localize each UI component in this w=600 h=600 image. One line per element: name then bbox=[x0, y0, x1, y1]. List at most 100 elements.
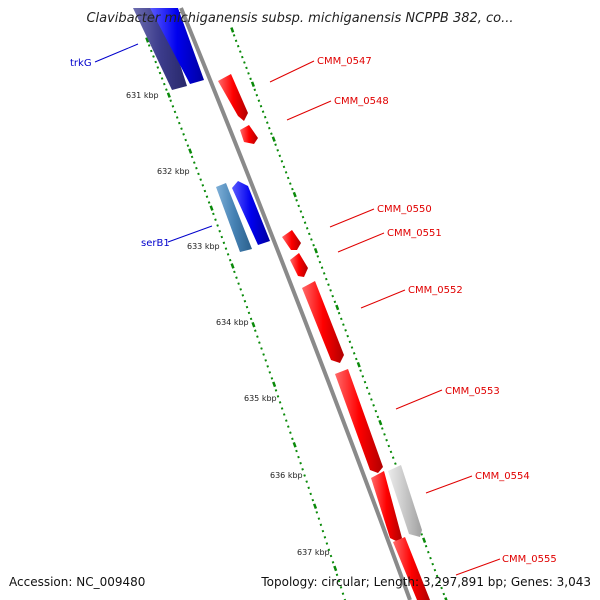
gene-label-trkG[interactable]: trkG bbox=[70, 58, 92, 69]
tick-dot bbox=[243, 299, 247, 303]
gene-label-CMM_0551[interactable]: CMM_0551 bbox=[387, 228, 442, 239]
tick-dot bbox=[320, 266, 324, 269]
tick-dot bbox=[420, 533, 423, 536]
tick-dot bbox=[195, 166, 198, 170]
tick-dot bbox=[220, 235, 224, 239]
tick-dot bbox=[239, 50, 242, 53]
gene-CMM_0547[interactable] bbox=[218, 74, 248, 121]
tick-dot bbox=[341, 592, 345, 595]
tick-dot bbox=[297, 455, 300, 459]
tick-dot bbox=[337, 579, 341, 583]
tick-dot bbox=[325, 277, 328, 281]
tick-dot bbox=[247, 72, 250, 75]
tick-label-634: 634 kbp bbox=[216, 318, 249, 327]
gene-CMM_0552[interactable] bbox=[302, 281, 344, 363]
gene-CMM_0548[interactable] bbox=[240, 125, 258, 144]
gene-CMM_0550[interactable] bbox=[282, 230, 301, 250]
gene-CMM_0553[interactable] bbox=[335, 369, 383, 473]
gene-label-CMM_0555[interactable]: CMM_0555 bbox=[502, 554, 557, 565]
tick-dot bbox=[292, 442, 297, 448]
tick-dot bbox=[171, 105, 175, 108]
tick-dot bbox=[193, 161, 196, 164]
tick-dot bbox=[154, 60, 157, 64]
tick-dot bbox=[259, 104, 263, 108]
tick-dot bbox=[376, 415, 380, 419]
gene-serB1[interactable] bbox=[232, 181, 270, 245]
tick-dot bbox=[291, 187, 294, 191]
genome-backbone bbox=[179, 7, 412, 600]
tick-dot bbox=[222, 241, 226, 245]
tick-dot bbox=[440, 586, 443, 590]
tick-dot bbox=[241, 294, 245, 297]
tick-label-635: 635 kbp bbox=[244, 394, 277, 403]
topology-text: Topology: circular; Length: 3,297,891 bp… bbox=[260, 575, 591, 589]
tick-dot bbox=[427, 550, 430, 554]
tick-dot bbox=[253, 88, 257, 92]
tick-dot bbox=[264, 359, 267, 362]
tick-dot bbox=[178, 121, 181, 125]
tick-dot bbox=[243, 61, 246, 64]
tick-dot bbox=[280, 407, 284, 410]
gene-CMM_0555[interactable] bbox=[393, 537, 430, 600]
tick-dot bbox=[307, 486, 310, 490]
gene-label-CMM_0550[interactable]: CMM_0550 bbox=[377, 204, 432, 215]
tick-dot bbox=[308, 232, 311, 236]
tick-dot bbox=[337, 311, 341, 315]
tick-dot bbox=[260, 347, 263, 350]
tick-dot bbox=[321, 529, 325, 533]
gene-trkG-shadow[interactable] bbox=[133, 8, 187, 90]
gene-CMM_0554-red[interactable] bbox=[371, 471, 402, 542]
tick-dot bbox=[199, 178, 202, 181]
tick-dot bbox=[160, 77, 164, 80]
tick-dot bbox=[355, 357, 358, 361]
tick-dot bbox=[368, 392, 371, 395]
tick-dot bbox=[422, 537, 427, 543]
tick-dot bbox=[278, 154, 282, 158]
tick-dot bbox=[282, 413, 286, 416]
tick-dot bbox=[190, 155, 194, 159]
gene-label-CMM_0553[interactable]: CMM_0553 bbox=[445, 386, 500, 397]
tick-dot bbox=[331, 561, 335, 564]
gene-CMM_0554[interactable] bbox=[388, 465, 422, 537]
tick-dot bbox=[315, 511, 319, 514]
gene-CMM_0551[interactable] bbox=[290, 253, 308, 277]
tick-dot bbox=[342, 323, 345, 326]
tick-dot bbox=[301, 215, 305, 219]
tick-dot bbox=[255, 93, 259, 97]
tick-dot bbox=[363, 380, 367, 384]
gene-trkG[interactable] bbox=[150, 8, 204, 84]
gene-label-CMM_0554[interactable]: CMM_0554 bbox=[475, 471, 530, 482]
tick-label-637: 637 kbp bbox=[297, 548, 330, 557]
gene-label-CMM_0552[interactable]: CMM_0552 bbox=[408, 285, 463, 296]
tick-dot bbox=[251, 321, 256, 328]
tick-dot bbox=[212, 212, 215, 216]
tick-dot bbox=[147, 44, 151, 47]
tick-dot bbox=[322, 272, 326, 275]
tick-dot bbox=[301, 468, 304, 471]
gene-label-serB1[interactable]: serB1 bbox=[141, 238, 170, 249]
gene-label-CMM_0548[interactable]: CMM_0548 bbox=[334, 96, 389, 107]
tick-dot bbox=[289, 182, 292, 185]
tick-dot bbox=[361, 375, 365, 378]
tick-dot bbox=[329, 554, 333, 558]
tick-dot bbox=[270, 132, 273, 135]
tick-dot bbox=[152, 55, 155, 58]
tick-dot bbox=[319, 523, 323, 527]
tick-dot bbox=[381, 427, 384, 430]
tick-dot bbox=[339, 586, 343, 589]
tick-dot bbox=[272, 381, 277, 388]
tick-dot bbox=[250, 81, 255, 87]
tick-dot bbox=[145, 37, 150, 43]
tick-dot bbox=[182, 133, 185, 136]
gene-serB1-shadow[interactable] bbox=[216, 183, 252, 252]
gene-label-CMM_0547[interactable]: CMM_0547 bbox=[317, 56, 372, 67]
tick-dot bbox=[387, 444, 391, 448]
tick-dot bbox=[295, 449, 298, 453]
tick-dot bbox=[313, 503, 318, 509]
leader-lines-minus bbox=[94, 43, 213, 243]
tick-dot bbox=[333, 565, 338, 572]
tick-dot bbox=[216, 224, 219, 227]
tick-dot bbox=[305, 480, 308, 483]
tick-dot bbox=[299, 210, 303, 213]
